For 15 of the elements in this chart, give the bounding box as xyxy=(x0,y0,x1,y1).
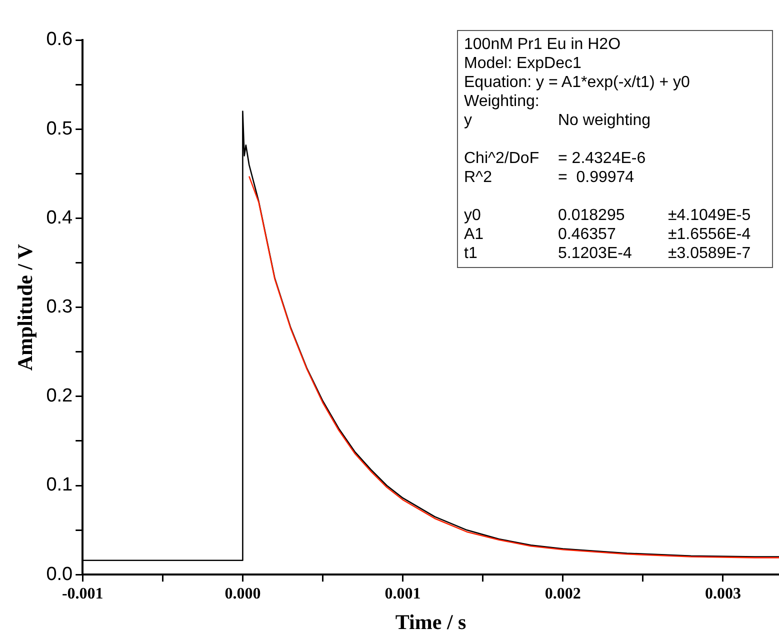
text: 100nM Pr1 Eu in H2O Model: ExpDec1 Equation: y = A1*exp(-x/t1) + y0 Weighting: y No weighting Chi^2/DoF = 2.4324E-6 R^2 = 0.99974 y0 0.018295 ±4.1049E-5 A1 0.46357 ±1.6556E-4 t1 5.1203E-4 ±3.0589E-7 xyxy=(464,36,751,262)
x-tick-label: 0.002 xyxy=(544,585,581,602)
y-tick-label: 0.3 xyxy=(46,296,73,318)
y-tick-label: 0.4 xyxy=(46,207,74,228)
x-tick-label: 0.001 xyxy=(384,585,421,602)
y-tick-label: 0.1 xyxy=(46,474,73,496)
x-tick-label: -0.001 xyxy=(62,585,104,602)
y-axis-title: Amplitude / V xyxy=(13,244,38,371)
x-tick-label: 0.003 xyxy=(704,585,741,602)
x-axis-title: Time / s xyxy=(395,610,466,634)
y-tick-label: 0.0 xyxy=(46,564,73,585)
y-tick-label: 0.6 xyxy=(46,29,73,50)
y-tick-label: 0.5 xyxy=(46,118,73,140)
y-tick-label: 0.2 xyxy=(46,386,73,407)
x-tick-label: 0.000 xyxy=(224,585,261,602)
